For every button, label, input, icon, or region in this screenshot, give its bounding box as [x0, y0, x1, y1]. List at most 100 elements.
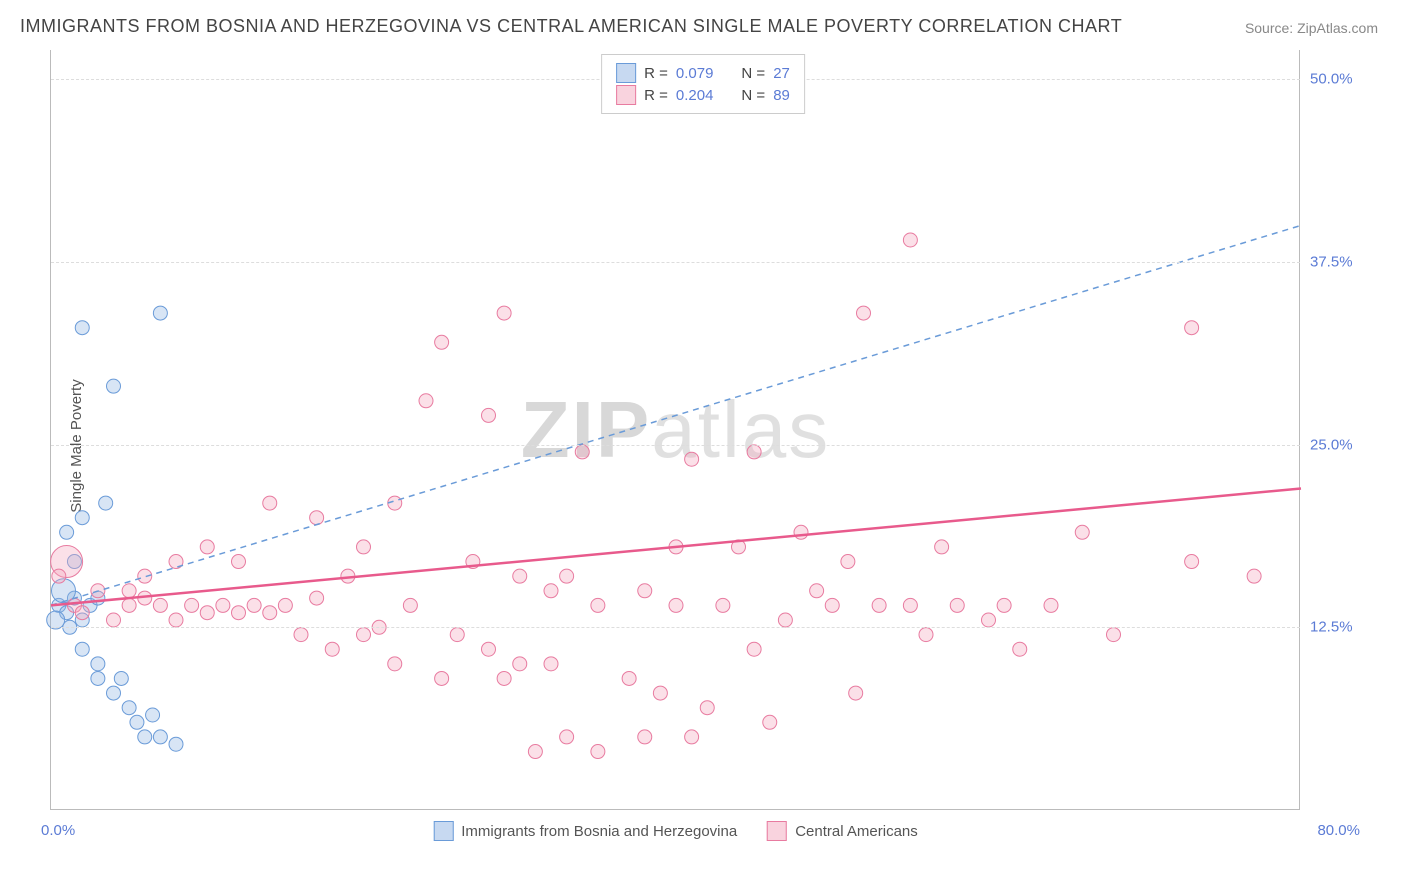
data-point-central [310, 591, 324, 605]
x-tick-label: 80.0% [1317, 822, 1360, 839]
bottom-legend-central-label: Central Americans [795, 823, 918, 840]
data-point-bosnia [130, 715, 144, 729]
gridline [51, 262, 1300, 263]
data-point-central [825, 598, 839, 612]
data-point-central [638, 584, 652, 598]
data-point-central [200, 540, 214, 554]
data-point-central [513, 569, 527, 583]
data-point-bosnia [91, 671, 105, 685]
data-point-central [294, 628, 308, 642]
stats-row-bosnia: R = 0.079 N = 27 [616, 63, 790, 83]
data-point-central [435, 335, 449, 349]
x-tick-label: 0.0% [41, 822, 75, 839]
data-point-central [435, 671, 449, 685]
chart-title: IMMIGRANTS FROM BOSNIA AND HERZEGOVINA V… [20, 16, 1122, 37]
y-tick-label: 12.5% [1310, 619, 1370, 636]
bottom-legend: Immigrants from Bosnia and Herzegovina C… [433, 821, 918, 841]
data-point-central [122, 584, 136, 598]
data-point-central [1185, 321, 1199, 335]
y-tick-label: 50.0% [1310, 71, 1370, 88]
stats-legend: R = 0.079 N = 27 R = 0.204 N = 89 [601, 54, 805, 114]
data-point-central [575, 445, 589, 459]
data-point-central [544, 584, 558, 598]
data-point-central [857, 306, 871, 320]
data-point-central [669, 598, 683, 612]
data-point-central [997, 598, 1011, 612]
data-point-bosnia [91, 657, 105, 671]
r-label: R = [644, 65, 668, 82]
data-point-central [841, 555, 855, 569]
data-point-central [872, 598, 886, 612]
data-point-central [278, 598, 292, 612]
data-point-central [388, 657, 402, 671]
data-point-central [482, 408, 496, 422]
data-point-central [232, 606, 246, 620]
data-point-central [763, 715, 777, 729]
data-point-central [497, 671, 511, 685]
n-label: N = [741, 87, 765, 104]
gridline [51, 445, 1300, 446]
data-point-central [325, 642, 339, 656]
data-point-central [1044, 598, 1058, 612]
trend-line-central [51, 488, 1301, 605]
n-value-central: 89 [773, 87, 790, 104]
data-point-central [747, 445, 761, 459]
data-point-central [794, 525, 808, 539]
data-point-central [778, 613, 792, 627]
data-point-bosnia [75, 511, 89, 525]
data-point-central [1107, 628, 1121, 642]
data-point-central [591, 745, 605, 759]
swatch-central-icon [616, 85, 636, 105]
data-point-bosnia [107, 686, 121, 700]
data-point-bosnia [114, 671, 128, 685]
data-point-central [52, 569, 66, 583]
data-point-central [169, 613, 183, 627]
data-point-central [950, 598, 964, 612]
data-point-central [528, 745, 542, 759]
data-point-central [685, 730, 699, 744]
data-point-central [357, 540, 371, 554]
r-value-bosnia: 0.079 [676, 65, 714, 82]
data-point-central [653, 686, 667, 700]
r-value-central: 0.204 [676, 87, 714, 104]
data-point-bosnia [75, 321, 89, 335]
data-point-central [919, 628, 933, 642]
data-point-central [1075, 525, 1089, 539]
data-point-bosnia [153, 730, 167, 744]
data-point-central [263, 606, 277, 620]
plot-area: ZIPatlas Immigrants from Bosnia and Herz… [50, 50, 1300, 810]
data-point-bosnia [146, 708, 160, 722]
data-point-central [247, 598, 261, 612]
swatch-central-icon [767, 821, 787, 841]
data-point-central [810, 584, 824, 598]
bottom-legend-central: Central Americans [767, 821, 918, 841]
data-point-bosnia [138, 730, 152, 744]
data-point-central [482, 642, 496, 656]
data-point-bosnia [107, 379, 121, 393]
data-point-central [622, 671, 636, 685]
data-point-central [685, 452, 699, 466]
data-point-bosnia [75, 642, 89, 656]
data-point-central [185, 598, 199, 612]
swatch-bosnia-icon [616, 63, 636, 83]
data-point-central [716, 598, 730, 612]
data-point-central [513, 657, 527, 671]
data-point-central [450, 628, 464, 642]
data-point-central [75, 606, 89, 620]
data-point-bosnia [99, 496, 113, 510]
data-point-central [591, 598, 605, 612]
stats-row-central: R = 0.204 N = 89 [616, 85, 790, 105]
y-tick-label: 37.5% [1310, 253, 1370, 270]
data-point-bosnia [122, 701, 136, 715]
data-point-central [263, 496, 277, 510]
data-point-central [403, 598, 417, 612]
data-point-central [560, 730, 574, 744]
scatter-svg [51, 50, 1300, 809]
data-point-bosnia [60, 525, 74, 539]
bottom-legend-bosnia-label: Immigrants from Bosnia and Herzegovina [461, 823, 737, 840]
data-point-central [1013, 642, 1027, 656]
data-point-central [700, 701, 714, 715]
data-point-central [232, 555, 246, 569]
data-point-central [419, 394, 433, 408]
data-point-bosnia [47, 611, 65, 629]
